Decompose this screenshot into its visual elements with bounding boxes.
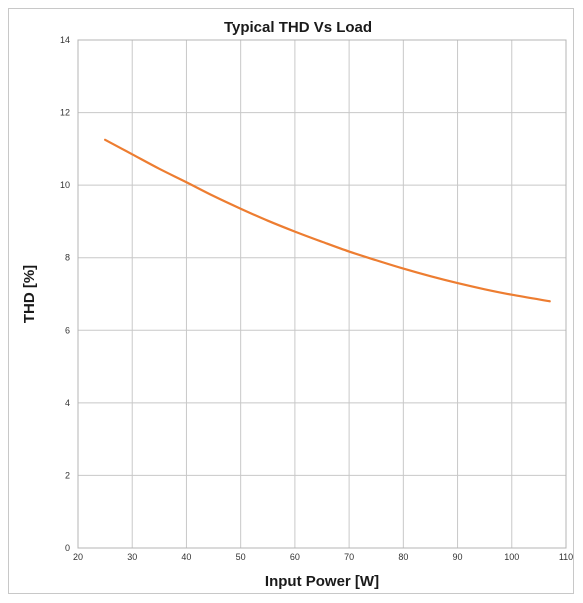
- y-tick-label: 4: [65, 398, 70, 408]
- x-tick-label: 30: [127, 552, 137, 562]
- x-tick-label: 70: [344, 552, 354, 562]
- y-tick-label: 10: [60, 180, 70, 190]
- x-tick-label: 90: [453, 552, 463, 562]
- x-axis-label: Input Power [W]: [265, 573, 379, 590]
- x-tick-label: 20: [73, 552, 83, 562]
- x-tick-label: 50: [236, 552, 246, 562]
- x-tick-label: 100: [504, 552, 519, 562]
- series-layer: [104, 138, 551, 303]
- y-tick-label: 6: [65, 325, 70, 335]
- plot-area: [77, 39, 567, 549]
- tick-labels: 20 30 40 50 60 70 80 90 100 110 0 2 4 6 8 10 12 14: [60, 35, 573, 562]
- x-tick-label: 40: [181, 552, 191, 562]
- grid: [77, 39, 567, 549]
- y-tick-label: 14: [60, 35, 70, 45]
- y-tick-label: 8: [65, 253, 70, 263]
- x-tick-label: 110: [559, 552, 573, 562]
- y-tick-label: 12: [60, 108, 70, 118]
- y-axis-label: THD [%]: [21, 265, 38, 323]
- chart-title: Typical THD Vs Load: [224, 19, 372, 36]
- chart-frame: [8, 8, 574, 594]
- y-tick-label: 2: [65, 470, 70, 480]
- thd-series-line: [104, 138, 551, 303]
- x-tick-label: 80: [398, 552, 408, 562]
- y-tick-label: 0: [65, 543, 70, 553]
- x-tick-label: 60: [290, 552, 300, 562]
